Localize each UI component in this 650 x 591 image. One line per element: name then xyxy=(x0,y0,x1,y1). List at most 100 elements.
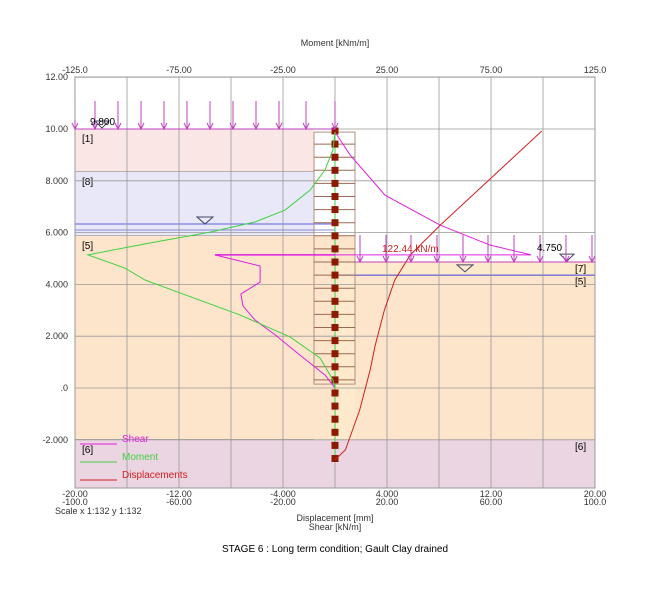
bottom-axis-label-shear: Shear [kN/m] xyxy=(309,522,362,532)
layer-label-right: [6] xyxy=(575,442,586,453)
wall-node xyxy=(331,271,339,279)
stage-title: STAGE 6 : Long term condition; Gault Cla… xyxy=(222,544,448,555)
arrow-head-icon xyxy=(275,122,283,131)
wall-node xyxy=(331,376,339,384)
legend-label-displacements: Displacements xyxy=(122,470,188,481)
wall-node xyxy=(331,402,339,410)
top-tick-label: 25.00 xyxy=(376,65,399,75)
bottom-tick-shear: 100.0 xyxy=(584,497,607,507)
wall-node xyxy=(331,245,339,253)
soil-layer-left xyxy=(75,129,314,172)
layer-label-right: [5] xyxy=(575,277,586,288)
soil-layer-right xyxy=(355,275,595,440)
arrow-head-icon xyxy=(536,255,544,264)
soil-layer-right xyxy=(355,439,595,488)
legend-label-shear: Shear xyxy=(122,434,149,445)
arrow-head-icon xyxy=(356,255,364,264)
arrow-head-icon xyxy=(183,122,191,131)
layer-label-left: [8] xyxy=(82,177,93,188)
wall-node xyxy=(331,350,339,358)
arrow-head-icon xyxy=(229,122,237,131)
wall-node xyxy=(331,258,339,266)
left-level-label: 9.800 xyxy=(90,117,115,128)
soil-layer-left xyxy=(75,235,314,440)
y-tick-label: 8.000 xyxy=(45,176,68,186)
arrow-head-icon xyxy=(331,122,339,131)
bottom-tick-shear: 60.00 xyxy=(480,497,503,507)
strut-force-label: 122.44 kN/m xyxy=(382,244,439,255)
soil-right-wall xyxy=(335,262,355,440)
arrow-head-icon xyxy=(302,122,310,131)
wall-node xyxy=(331,324,339,331)
y-tick-label: 4.000 xyxy=(45,279,68,289)
wall-node xyxy=(331,428,339,436)
top-tick-label: -75.00 xyxy=(166,65,192,75)
wall-node xyxy=(331,455,339,462)
wall-node xyxy=(331,363,339,371)
curve-shear xyxy=(214,131,532,389)
arrow-head-icon xyxy=(91,122,99,131)
arrow-head-icon xyxy=(382,255,390,264)
y-tick-label: .0 xyxy=(60,383,68,393)
top-tick-label: 125.0 xyxy=(584,65,607,75)
bottom-tick-shear: -60.00 xyxy=(166,497,192,507)
arrow-head-icon xyxy=(71,122,79,131)
top-axis-label: Moment [kNm/m] xyxy=(301,38,370,48)
top-tick-label: 75.00 xyxy=(480,65,503,75)
wall-node xyxy=(331,415,339,423)
curve-displacements xyxy=(334,130,543,461)
bottom-tick-shear: -20.00 xyxy=(270,497,296,507)
wall-node xyxy=(331,140,339,148)
bottom-tick-displacement: 20.00 xyxy=(584,489,607,499)
legend-label-moment: Moment xyxy=(122,452,158,463)
right-level-label: 4.750 xyxy=(537,243,562,254)
bottom-axis-label-displacement: Displacement [mm] xyxy=(296,513,373,523)
wall-node xyxy=(331,166,339,174)
arrow-head-icon xyxy=(160,122,168,131)
wall-node xyxy=(331,127,339,135)
arrow-head-icon xyxy=(588,255,596,264)
arrow-head-icon xyxy=(137,122,145,131)
bottom-tick-shear: 20.00 xyxy=(376,497,399,507)
y-tick-label: -2.000 xyxy=(42,435,68,445)
soil-layer-left xyxy=(75,171,314,236)
arrow-head-icon xyxy=(407,255,415,264)
top-tick-label: -125.0 xyxy=(62,65,88,75)
arrow-head-icon xyxy=(484,255,492,264)
bottom-tick-displacement: 4.000 xyxy=(376,489,399,499)
bottom-tick-displacement: -4.000 xyxy=(270,489,296,499)
water-table-icon xyxy=(455,264,475,273)
bottom-tick-shear: -100.0 xyxy=(62,497,88,507)
scale-label: Scale x 1:132 y 1:132 xyxy=(55,506,142,516)
water-table-icon xyxy=(195,216,215,225)
wall-node xyxy=(331,206,339,214)
wall-node xyxy=(331,297,339,305)
wall-node xyxy=(331,337,339,345)
soil-layer-right xyxy=(355,262,595,276)
wall-node xyxy=(331,441,339,449)
arrow-head-icon xyxy=(433,255,441,264)
wall-node xyxy=(331,389,339,397)
curve-moment xyxy=(86,132,336,389)
wall-node xyxy=(331,232,339,240)
layer-label-left: [6] xyxy=(82,445,93,456)
arrow-head-icon xyxy=(459,255,467,264)
bottom-tick-displacement: -12.00 xyxy=(166,489,192,499)
wall-node xyxy=(331,219,339,227)
y-tick-label: 6.000 xyxy=(45,228,68,238)
wall-node xyxy=(331,310,339,318)
wall-node xyxy=(331,153,339,161)
y-tick-label: 12.00 xyxy=(45,72,68,82)
layer-label-right: [7] xyxy=(575,264,586,275)
bottom-tick-displacement: 12.00 xyxy=(480,489,503,499)
level-marker-icon xyxy=(93,120,111,129)
arrow-head-icon xyxy=(252,122,260,131)
arrow-head-icon xyxy=(206,122,214,131)
layer-label-left: [1] xyxy=(82,134,93,145)
bottom-tick-displacement: -20.00 xyxy=(62,489,88,499)
y-tick-label: 10.00 xyxy=(45,124,68,134)
wall-node xyxy=(331,284,339,292)
wall-node xyxy=(331,179,339,187)
arrow-head-icon xyxy=(562,255,570,264)
